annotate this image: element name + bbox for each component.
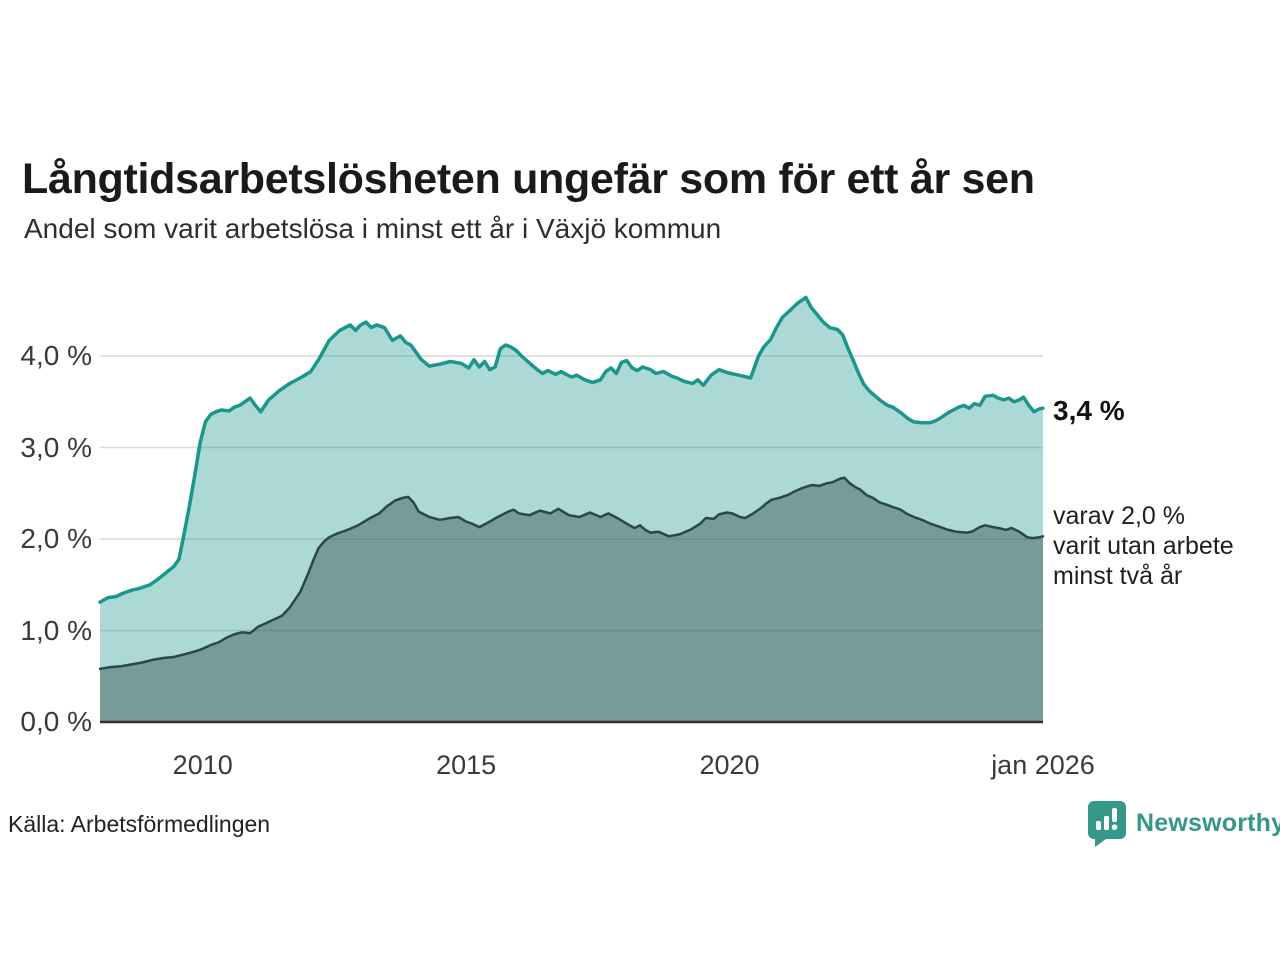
latest-total-label: 3,4 %	[1053, 395, 1125, 426]
x-tick-label: 2015	[436, 750, 497, 780]
y-tick-label: 2,0 %	[20, 523, 92, 554]
bar-tall	[1104, 816, 1109, 830]
chart-subtitle: Andel som varit arbetslösa i minst ett å…	[24, 213, 722, 244]
y-tick-label: 3,0 %	[20, 431, 92, 463]
chart-title: Långtidsarbetslösheten ungefär som för e…	[22, 154, 1035, 203]
source-label: Källa: Arbetsförmedlingen	[8, 811, 271, 837]
exclamation-dot	[1111, 824, 1118, 830]
y-tick-label: 0,0 %	[20, 706, 92, 737]
y-tick-label: 1,0 %	[20, 614, 92, 646]
annotation-line: minst två år	[1053, 562, 1183, 590]
annotation-line: varit utan arbete	[1053, 532, 1234, 560]
total-series-line	[98, 295, 1045, 604]
brand-name: Newsworthy	[1136, 809, 1280, 837]
total-series-fill	[100, 297, 1043, 722]
two-year-series-fill	[100, 477, 1043, 722]
two-year-series-line	[98, 476, 1045, 671]
x-tick-label: 2010	[172, 750, 233, 780]
latest-two-year-label: varav 2,0 % varit utan arbete minst två år	[1053, 501, 1234, 591]
x-tick-label: jan 2026	[991, 750, 1095, 780]
bar-short	[1096, 821, 1101, 830]
newsworthy-icon	[1088, 801, 1126, 847]
x-tick-label: 2020	[699, 750, 760, 780]
y-tick-label: 4,0 %	[20, 340, 92, 371]
newsworthy-logo: Newsworthy	[1087, 800, 1280, 847]
exclamation-bar	[1112, 808, 1117, 822]
annotation-line: varav 2,0 %	[1053, 502, 1186, 530]
